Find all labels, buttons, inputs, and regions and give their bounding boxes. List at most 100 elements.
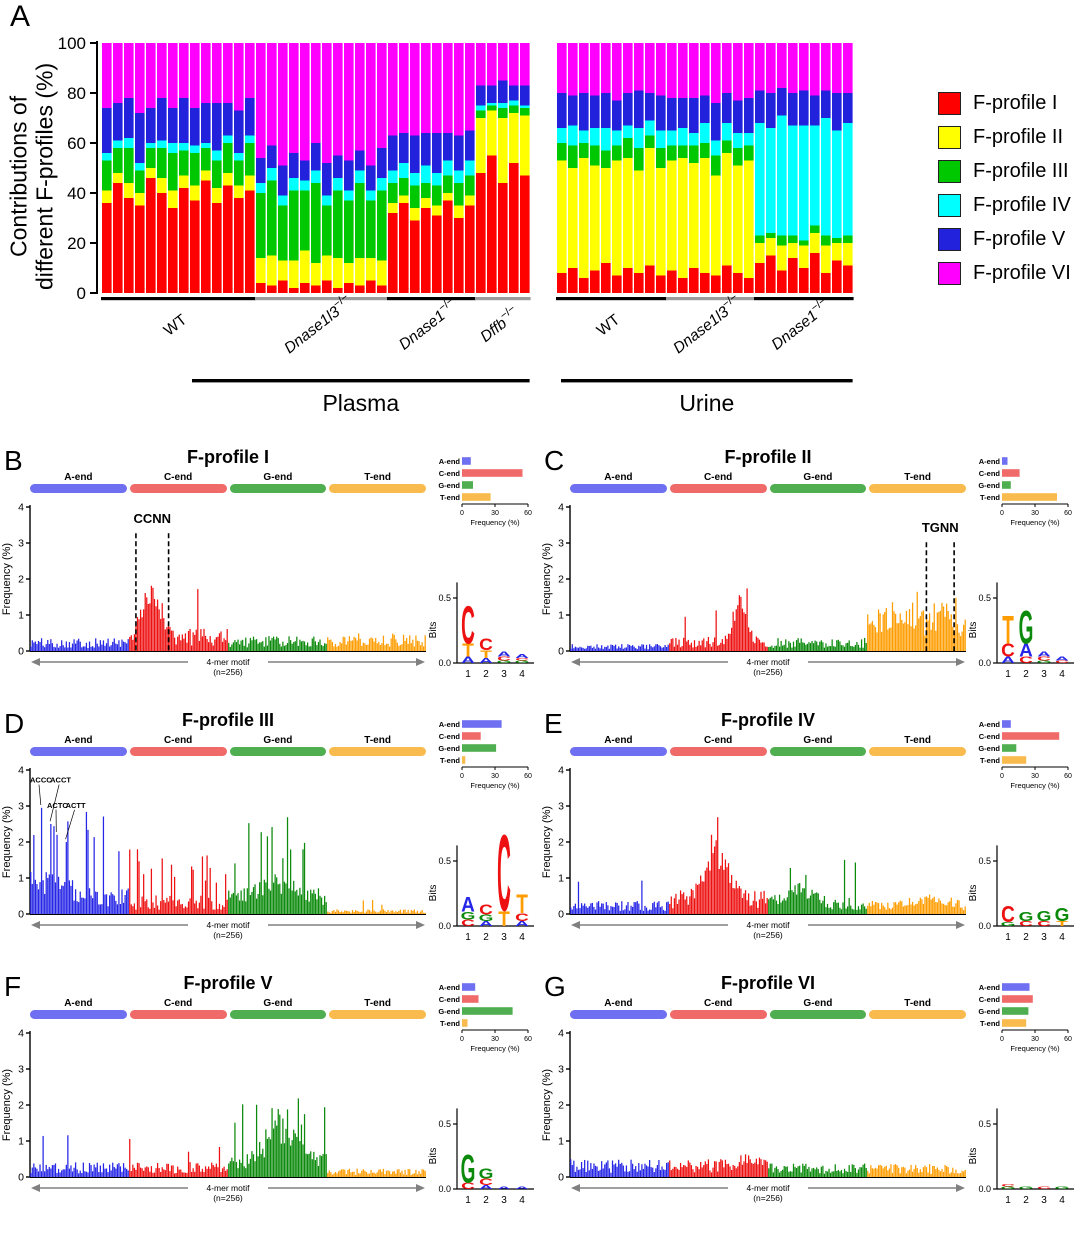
mini-xlabel: Frequency (%)	[470, 1044, 520, 1053]
mini-xlabel: Frequency (%)	[470, 781, 520, 790]
segment-color-bar	[570, 484, 667, 493]
svg-text:G: G	[1037, 908, 1052, 924]
segment-label: G-end	[803, 735, 833, 746]
svg-text:2: 2	[558, 837, 564, 849]
segment-a-end: A-end	[570, 472, 667, 493]
svg-text:30: 30	[491, 510, 499, 517]
mini-row-label: C-end	[979, 469, 1001, 478]
legend-item: F-profile II	[938, 126, 1071, 149]
x-axis-arrow: 4-mer motif(n=256)	[571, 1183, 965, 1203]
mini-bar	[462, 469, 523, 477]
svg-text:3: 3	[558, 538, 564, 550]
svg-text:60: 60	[1064, 773, 1072, 780]
svg-text:G: G	[1055, 1186, 1070, 1190]
svg-text:2: 2	[483, 1195, 489, 1206]
svg-text:0.0: 0.0	[438, 1184, 451, 1194]
svg-text:T: T	[516, 889, 528, 919]
bars-t-end	[867, 591, 966, 651]
mini-row-label: A-end	[439, 720, 461, 729]
segment-label: C-end	[703, 998, 733, 1009]
svg-text:T: T	[462, 640, 474, 660]
section-label-plasma: Plasma	[322, 390, 399, 416]
segment-label: T-end	[904, 998, 931, 1009]
annotations: TGNN	[922, 520, 959, 651]
mini-row-label: G-end	[438, 744, 460, 753]
x-axis-arrow: 4-mer motif(n=256)	[31, 657, 425, 677]
motif-frequency-chart: 0 1 2 3 4 Frequency (%) 4-mer motif(n=256)	[1, 1028, 426, 1203]
mini-bar	[1002, 720, 1011, 728]
mini-bar	[462, 744, 497, 752]
mini-bar	[462, 732, 481, 740]
bars-g-end	[228, 636, 327, 651]
x-axis-label: 4-mer motif	[207, 920, 251, 930]
svg-text:30: 30	[491, 1036, 499, 1043]
mini-bar	[462, 1007, 513, 1015]
panel-d: D F-profile III A-end C-end G-end T-end 0 1 2 3 4 F…	[0, 708, 540, 971]
segment-label: T-end	[364, 998, 391, 1009]
segment-g-end: G-end	[229, 735, 327, 756]
bars-a-end	[570, 1159, 669, 1177]
main-ylabel: Frequency (%)	[541, 806, 553, 878]
svg-text:4: 4	[18, 765, 24, 777]
svg-text:0.5: 0.5	[978, 1119, 991, 1129]
mini-bar	[1002, 1019, 1027, 1027]
end-segment-bar: A-end C-end G-end T-end	[570, 998, 966, 1019]
svg-text:1: 1	[558, 610, 564, 622]
svg-text:4: 4	[519, 669, 525, 680]
end-frequency-chart: A-end C-end G-end T-end 0 30 60 Frequency (%)	[438, 720, 532, 790]
segment-t-end: T-end	[329, 735, 426, 756]
motif-frequency-chart: 0 1 2 3 4 Frequency (%) 4-mer motif(n=256) CCNN	[1, 502, 426, 677]
mini-row-label: G-end	[978, 481, 1000, 490]
svg-text:A: A	[515, 1186, 529, 1190]
end-frequency-chart: A-end C-end G-end T-end 0 30 60 Frequency (%)	[438, 457, 532, 527]
svg-text:0.0: 0.0	[438, 658, 451, 668]
panel-letter: F	[4, 971, 22, 1002]
logo-ylabel: Bits	[428, 885, 439, 902]
mini-bar	[462, 1019, 468, 1027]
panel-f: F F-profile V A-end C-end G-end T-end 0 1 2 3 4 Fre…	[0, 971, 540, 1234]
mini-xlabel: Frequency (%)	[1010, 781, 1060, 790]
svg-text:A: A	[1055, 655, 1069, 661]
svg-text:C: C	[1037, 655, 1051, 661]
segment-c-end: C-end	[129, 998, 227, 1019]
mini-bar	[1002, 983, 1030, 991]
svg-text:30: 30	[1031, 773, 1039, 780]
legend-label: F-profile I	[973, 92, 1058, 114]
main-axis: 0 1 2 3 4	[558, 765, 966, 921]
end-segment-bar: A-end C-end G-end T-end	[30, 735, 426, 756]
svg-text:A: A	[497, 650, 511, 658]
svg-text:A: A	[497, 1186, 511, 1190]
segment-a-end: A-end	[30, 735, 127, 756]
profile-title: F-profile IV	[721, 710, 815, 730]
x-axis-arrow: 4-mer motif(n=256)	[31, 1183, 425, 1203]
svg-text:60: 60	[524, 773, 532, 780]
section-label-urine: Urine	[679, 390, 734, 416]
svg-text:C: C	[1037, 920, 1051, 928]
mini-row-label: T-end	[980, 493, 1000, 502]
segment-color-bar	[769, 1010, 867, 1019]
svg-text:G: G	[1019, 602, 1034, 654]
svg-text:2: 2	[1023, 1195, 1029, 1206]
segment-label: T-end	[364, 472, 391, 483]
profile-title: F-profile III	[182, 710, 274, 730]
motif-frequency-chart: 0 1 2 3 4 Frequency (%) 4-mer motif(n=256) TGNN	[541, 502, 966, 677]
mini-bar	[1002, 744, 1017, 752]
svg-text:30: 30	[1031, 1036, 1039, 1043]
svg-text:T: T	[1002, 608, 1014, 653]
svg-text:2: 2	[483, 932, 489, 943]
segment-a-end: A-end	[570, 998, 667, 1019]
segment-color-bar	[129, 747, 227, 756]
mini-bar	[1002, 481, 1011, 489]
svg-text:1: 1	[1005, 669, 1011, 680]
panel-letter: B	[4, 445, 23, 476]
end-frequency-chart: A-end C-end G-end T-end 0 30 60 Frequency (%)	[978, 457, 1072, 527]
mini-row-label: A-end	[439, 983, 461, 992]
group-label: WT	[594, 311, 624, 340]
svg-text:3: 3	[18, 538, 24, 550]
svg-text:G: G	[497, 660, 512, 664]
mini-xlabel: Frequency (%)	[1010, 518, 1060, 527]
